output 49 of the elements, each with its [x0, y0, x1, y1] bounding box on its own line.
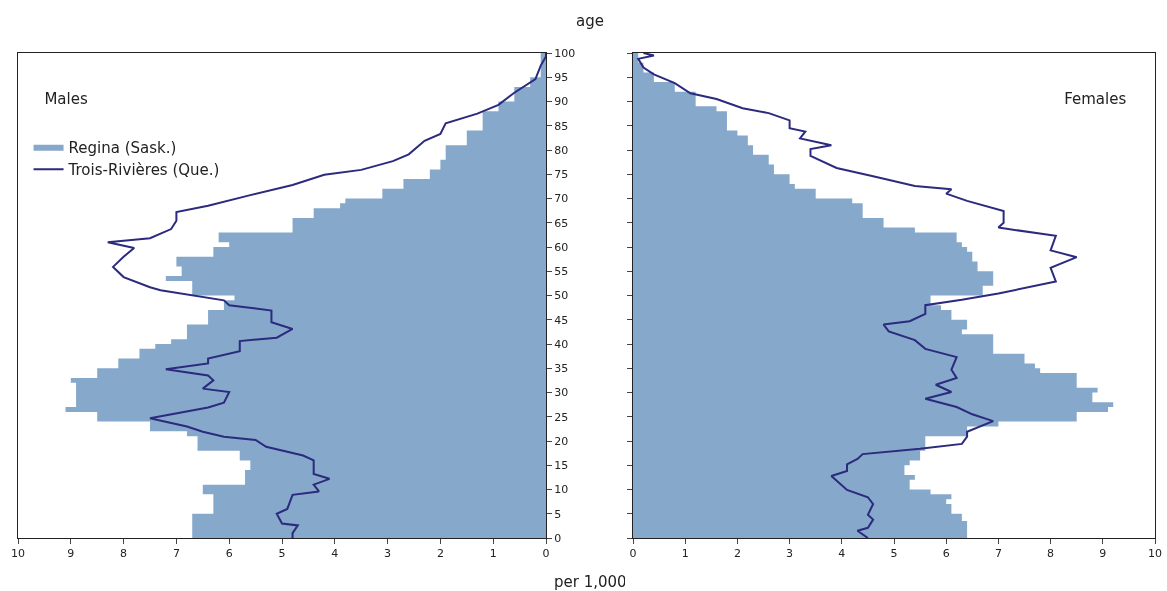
x-tick-label: 3 — [786, 547, 794, 561]
y-tick-label: 45 — [554, 313, 569, 327]
x-tick-label: 9 — [1099, 547, 1107, 561]
legend-label: Regina (Sask.) — [68, 138, 177, 157]
x-tick-label: 3 — [384, 547, 392, 561]
y-tick-label: 30 — [554, 386, 569, 400]
y-tick-label: 10 — [554, 483, 569, 497]
x-tick-label: 7 — [994, 547, 1002, 561]
y-tick-label: 95 — [554, 71, 569, 85]
y-tick-label: 5 — [554, 507, 562, 521]
x-tick-label: 10 — [11, 547, 25, 561]
x-tick-label: 4 — [331, 547, 339, 561]
x-tick-label: 1 — [489, 547, 497, 561]
x-tick-label: 7 — [172, 547, 180, 561]
x-tick-label: 4 — [838, 547, 846, 561]
legend-label: Trois-Rivières (Que.) — [67, 161, 220, 180]
y-tick-label: 35 — [554, 362, 569, 376]
y-tick-label: 40 — [554, 337, 569, 351]
y-tick-label: 90 — [554, 95, 569, 109]
x-tick-label: 6 — [942, 547, 950, 561]
y-axis-title: age — [576, 12, 604, 30]
x-tick-label: 2 — [436, 547, 444, 561]
x-tick-label: 9 — [67, 547, 75, 561]
text: Females — [1064, 90, 1127, 109]
y-tick-label: 60 — [554, 240, 569, 254]
x-tick-label: 0 — [629, 547, 637, 561]
y-tick-label: 80 — [554, 143, 569, 157]
y-tick-label: 25 — [554, 410, 569, 424]
y-tick-label: 20 — [554, 434, 569, 448]
y-tick-label: 75 — [554, 168, 569, 182]
text: Males — [44, 90, 88, 109]
y-tick-label: 100 — [554, 46, 576, 60]
y-tick-label: 65 — [554, 216, 569, 230]
y-tick-label: 15 — [554, 459, 569, 473]
x-tick-label: 10 — [1148, 547, 1162, 561]
x-tick-label: 1 — [681, 547, 689, 561]
y-tick-label: 70 — [554, 192, 569, 206]
y-tick-label: 85 — [554, 119, 569, 133]
x-tick-label: 6 — [225, 547, 233, 561]
x-tick-label: 2 — [733, 547, 741, 561]
x-tick-label: 8 — [1047, 547, 1055, 561]
y-tick-label: 0 — [554, 531, 562, 545]
x-tick-label: 8 — [120, 547, 128, 561]
y-tick-label: 55 — [554, 265, 569, 279]
x-tick-label: 0 — [542, 547, 550, 561]
x-tick-label: 5 — [890, 547, 898, 561]
x-axis-title: per 1,000 — [554, 573, 627, 591]
y-tick-label: 50 — [554, 289, 569, 303]
x-tick-label: 5 — [278, 547, 286, 561]
